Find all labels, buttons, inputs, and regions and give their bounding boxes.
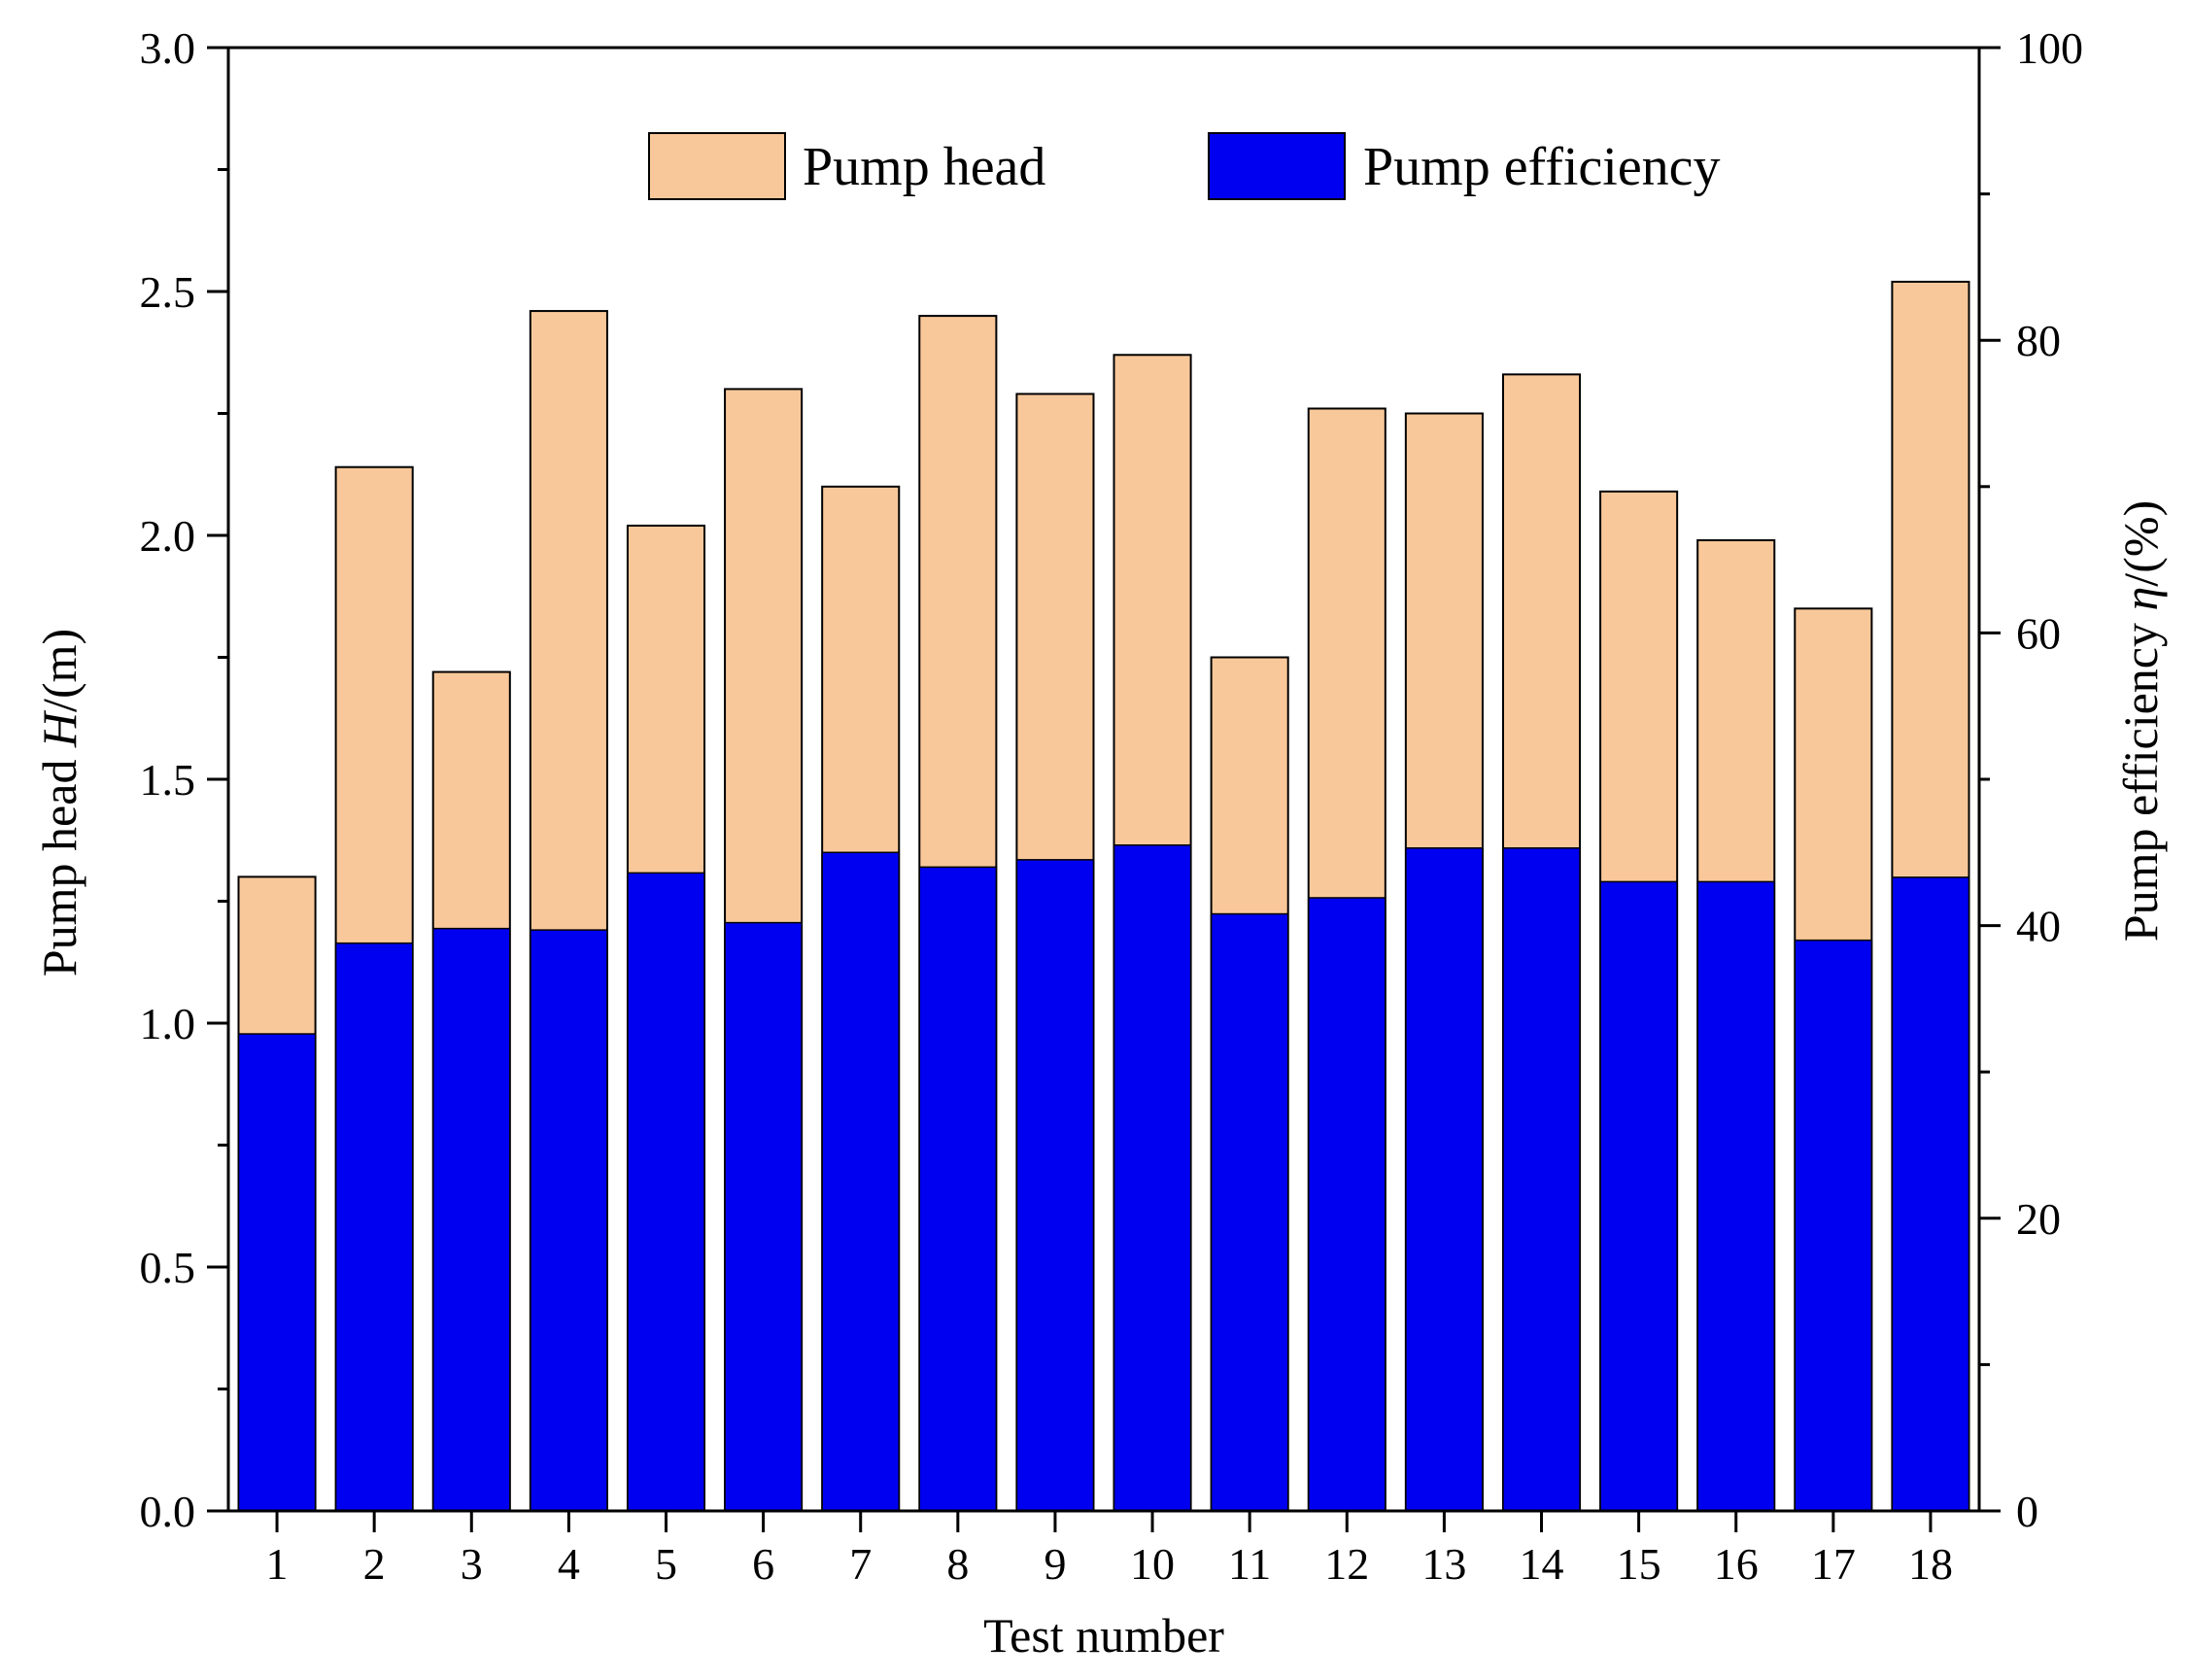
y-right-tick-label: 80 [2016,316,2061,365]
x-tick-label-6: 6 [752,1539,774,1589]
y-right-tick-label: 60 [2016,608,2061,658]
x-tick-label-18: 18 [1908,1539,1953,1589]
y-axis-right-title: Pump efficiency η/(%) [2113,500,2168,942]
bar-pump-efficiency-16 [1696,880,1776,1512]
x-tick-label-17: 17 [1811,1539,1856,1589]
y-left-tick-label: 2.0 [140,511,196,561]
legend-label-pump-head: Pump head [803,137,1045,197]
bar-pump-efficiency-9 [1015,859,1095,1512]
x-tick-label-9: 9 [1044,1539,1066,1589]
y-right-tick-label: 100 [2016,23,2083,73]
legend: Pump head Pump efficiency [648,132,1721,200]
x-tick-label-4: 4 [558,1539,580,1589]
x-tick-label-8: 8 [946,1539,969,1589]
x-axis-title: Test number [983,1608,1224,1663]
bar-pump-efficiency-18 [1891,876,1970,1512]
y-axis-left-title: Pump head H/(m) [32,629,86,977]
y-right-tick-label: 20 [2016,1194,2061,1244]
bar-pump-efficiency-15 [1599,880,1678,1512]
x-tick-label-1: 1 [266,1539,289,1589]
bar-pump-efficiency-4 [530,929,608,1512]
x-tick-label-16: 16 [1714,1539,1759,1589]
y-left-tick-label: 0.5 [140,1243,196,1292]
x-tick-label-14: 14 [1520,1539,1564,1589]
x-tick-label-2: 2 [363,1539,386,1589]
bar-pump-efficiency-5 [627,872,705,1512]
bar-pump-efficiency-11 [1210,912,1289,1512]
x-tick-label-13: 13 [1421,1539,1466,1589]
x-tick-label-10: 10 [1130,1539,1175,1589]
y-left-tick-label: 1.0 [140,999,196,1048]
bar-pump-efficiency-8 [918,866,998,1512]
legend-swatch-pump-head [648,132,786,200]
bar-pump-efficiency-1 [237,1033,317,1512]
y-left-tick-label: 2.5 [140,267,196,317]
bar-pump-efficiency-6 [724,921,803,1512]
bar-pump-efficiency-13 [1405,847,1484,1512]
y-left-tick-label: 3.0 [140,23,196,73]
bar-pump-efficiency-17 [1794,939,1873,1512]
legend-label-pump-efficiency: Pump efficiency [1363,137,1721,197]
y-right-tick-label: 0 [2016,1487,2038,1536]
bar-pump-efficiency-14 [1502,847,1581,1512]
bar-pump-efficiency-7 [821,851,901,1512]
x-tick-label-11: 11 [1228,1539,1271,1589]
legend-swatch-pump-efficiency [1208,132,1346,200]
x-tick-label-5: 5 [655,1539,677,1589]
y-left-tick-label: 1.5 [140,755,196,805]
bar-pump-efficiency-10 [1113,844,1192,1512]
bar-pump-efficiency-12 [1307,897,1386,1512]
pump-efficiency-bars [237,844,1970,1512]
x-tick-label-15: 15 [1617,1539,1661,1589]
y-right-tick-label: 40 [2016,902,2061,951]
bar-pump-efficiency-3 [431,927,511,1512]
x-tick-label-12: 12 [1324,1539,1369,1589]
y-left-tick-label: 0.0 [140,1487,196,1536]
x-tick-label-3: 3 [461,1539,483,1589]
x-tick-label-7: 7 [849,1539,872,1589]
bar-pump-efficiency-2 [334,942,414,1512]
axis-ticks [207,46,2001,1532]
